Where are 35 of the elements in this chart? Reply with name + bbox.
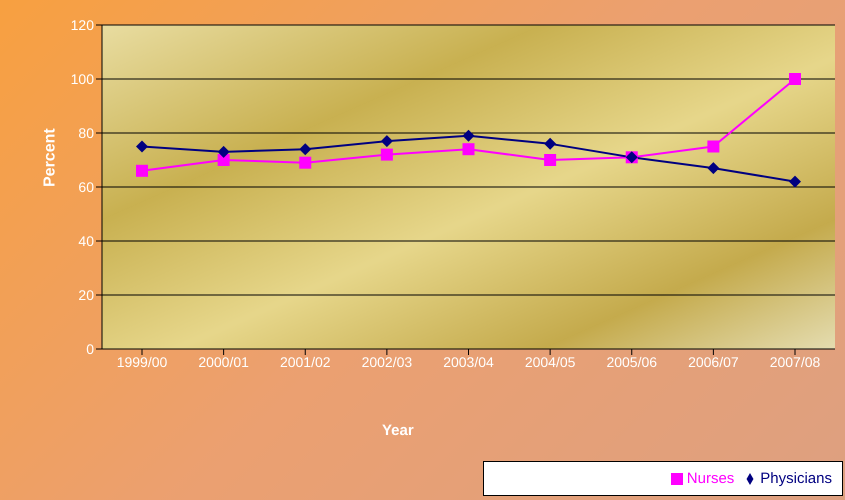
legend-label: Nurses <box>686 470 734 487</box>
point <box>544 154 556 166</box>
point <box>380 135 393 148</box>
point <box>136 140 148 152</box>
x-tick-label: 2007/08 <box>770 354 821 370</box>
point <box>299 143 312 156</box>
x-tick-label: 2003/04 <box>443 354 494 370</box>
point <box>136 164 148 177</box>
point <box>707 162 720 174</box>
point <box>789 73 801 85</box>
legend-label: Physicians <box>760 470 832 487</box>
x-tick-label: 2002/03 <box>362 354 412 370</box>
point <box>299 156 312 169</box>
point <box>218 146 230 158</box>
point <box>380 148 393 161</box>
y-tick-label: 100 <box>70 70 94 87</box>
y-tick-label: 0 <box>86 340 94 357</box>
y-tick-label: 20 <box>78 286 94 303</box>
y-tick-label: 60 <box>78 178 94 195</box>
point <box>789 176 801 188</box>
y-tick-label: 40 <box>78 232 94 249</box>
y-tick-label: 80 <box>78 124 94 141</box>
x-tick-label: 2005/06 <box>606 354 658 370</box>
x-tick-label: 2006/07 <box>688 354 739 370</box>
x-tick-label: 2000/01 <box>198 354 250 370</box>
y-tick-label: 120 <box>70 16 94 33</box>
x-tick-label: 2001/02 <box>280 354 331 370</box>
point <box>707 140 720 152</box>
point <box>462 130 474 142</box>
point <box>462 143 474 156</box>
x-tick-label: 1999/00 <box>116 354 168 370</box>
x-tick-label: 2004/05 <box>524 354 576 370</box>
y-axis-title: Percent <box>42 128 59 187</box>
x-axis-title: Year <box>382 422 414 439</box>
point <box>544 138 556 150</box>
